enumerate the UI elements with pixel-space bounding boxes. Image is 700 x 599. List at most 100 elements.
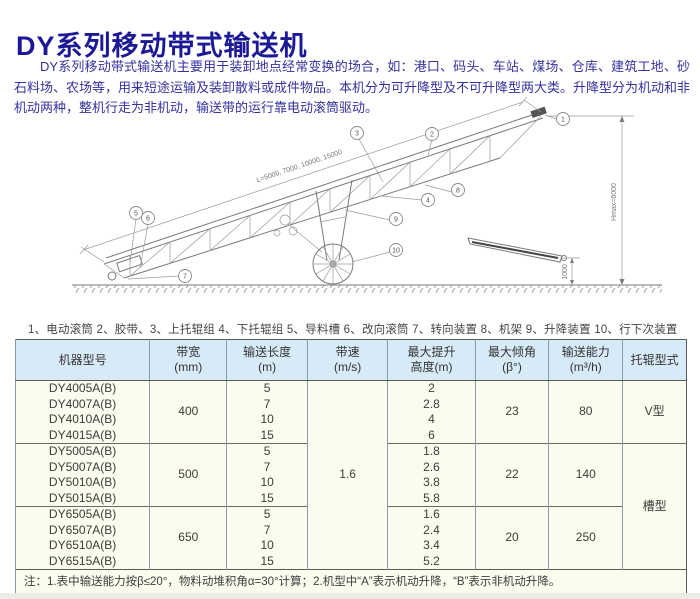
svg-text:3: 3 (355, 131, 359, 138)
cell-model: DY5007A(B) (14, 459, 150, 475)
table-row: DY6515A(B) 15 5.2 (14, 553, 687, 570)
lowered-conveyor-sketch: 1000 (467, 237, 580, 285)
cell-length: 15 (226, 553, 308, 570)
cell-lift-height: 1.6 (387, 506, 476, 523)
tail-pulley (107, 271, 117, 281)
cell-lift-height: 2.4 (387, 522, 476, 538)
head-pulley (530, 106, 547, 119)
header-capacity: 输送能力 (m³/h) (548, 339, 623, 381)
cell-model: DY5010A(B) (14, 475, 150, 491)
conveyor-diagram: L=5000, 7000, 10000, 15000 Hmax=6000 100… (72, 96, 662, 293)
cell-model: DY4015A(B) (14, 427, 150, 444)
table-row: DY5007A(B) 7 2.6 (14, 459, 687, 475)
cell-lift-height: 4 (387, 412, 476, 428)
callout-7: 7 (178, 269, 192, 283)
cell-model: DY4005A(B) (14, 380, 150, 397)
svg-text:5: 5 (134, 211, 138, 218)
table-row: DY4005A(B) 400 5 1.6 2 23 80 V型 (14, 380, 687, 570)
header-model: 机器型号 (14, 339, 150, 381)
page-title: DY系列移动带式输送机 (16, 31, 308, 62)
parts-caption: 1、电动滚筒 2、胶带、3、上托辊组 4、下托辊组 5、导料槽 6、改向滚筒 7… (28, 323, 678, 336)
cell-length: 7 (226, 522, 308, 538)
table-row: DY6505A(B) 650 5 1.6 20 250 (14, 506, 687, 570)
cell-length: 5 (226, 506, 308, 523)
spec-table: 机器型号 带宽 (mm) 输送长度 (m) 带速 (m/s) 最大提升 高度(m) 最大… (14, 339, 687, 596)
cell-belt-width: 650 (149, 506, 227, 570)
small-height-label: 1000 (562, 264, 569, 280)
cell-capacity: 80 (548, 380, 623, 444)
table-row: DY4007A(B) 7 2.8 (14, 396, 687, 412)
cell-model: DY6515A(B) (14, 553, 150, 570)
cell-belt-width: 400 (149, 380, 227, 444)
ground-hatch (72, 285, 662, 293)
conveyor-body (103, 106, 547, 281)
cell-length: 10 (226, 538, 308, 554)
header-roller-type: 托辊型式 (622, 339, 687, 381)
callout-10: 10 (389, 243, 403, 257)
cell-belt-width: 500 (149, 443, 227, 507)
intro-paragraph: DY系列移动带式输送机主要用于装卸地点经常变换的场合，如：港口、码头、车站、煤场… (14, 59, 691, 115)
cell-max-angle: 23 (474, 380, 549, 444)
cell-length: 5 (226, 380, 308, 397)
svg-text:4: 4 (426, 198, 430, 205)
cell-capacity: 250 (548, 506, 623, 570)
callout-9: 9 (389, 212, 403, 226)
callout-8: 8 (451, 183, 465, 197)
height-label: Hmax=6000 (611, 183, 618, 221)
cell-model: DY5015A(B) (14, 490, 150, 507)
callout-5: 5 (129, 206, 143, 220)
table-row: DY4015A(B) 15 6 (14, 427, 687, 444)
cell-lift-height: 5.8 (387, 490, 476, 507)
cell-lift-height: 2.8 (387, 396, 476, 412)
callout-4: 4 (421, 193, 435, 207)
table-header-row: 机器型号 带宽 (mm) 输送长度 (m) 带速 (m/s) 最大提升 高度(m) 最大… (14, 339, 687, 381)
header-length: 输送长度 (m) (226, 339, 308, 381)
cell-lift-height: 6 (387, 427, 476, 444)
cell-belt-speed: 1.6 (306, 380, 388, 570)
callout-3: 3 (350, 126, 364, 140)
cell-length: 15 (226, 490, 308, 507)
table-row: DY6507A(B) 7 2.4 (14, 522, 687, 538)
cell-length: 10 (226, 475, 308, 491)
cell-lift-height: 1.8 (387, 443, 476, 460)
page-bottom-strip (0, 593, 700, 599)
cell-length: 7 (226, 396, 308, 412)
cell-lift-height: 2 (387, 380, 476, 397)
callout-2: 2 (425, 127, 439, 141)
cell-length: 7 (226, 459, 308, 475)
cell-length: 15 (226, 427, 308, 444)
cell-roller-type: V型 (622, 380, 687, 444)
table-row: DY4010A(B) 10 4 (14, 412, 687, 428)
callout-6: 6 (141, 211, 155, 225)
table-row: DY5015A(B) 15 5.8 (14, 490, 687, 507)
cell-length: 10 (226, 412, 308, 428)
cell-capacity: 140 (548, 443, 623, 507)
svg-text:6: 6 (146, 216, 150, 223)
cell-lift-height: 3.8 (387, 475, 476, 491)
table-note-row: 注：1.表中输送能力按β≤20°，物料动堆积角α=30°计算；2.机型中“A”表… (15, 569, 687, 596)
header-max-angle: 最大倾角 (β°) (474, 339, 549, 381)
cell-max-angle: 20 (474, 506, 549, 570)
callout-leaders (127, 114, 558, 280)
svg-text:8: 8 (456, 188, 460, 195)
cell-lift-height: 3.4 (387, 538, 476, 554)
table-row: DY5005A(B) 500 5 1.8 22 140 槽型 (14, 443, 687, 570)
svg-text:9: 9 (394, 217, 398, 224)
cell-model: DY6510A(B) (14, 538, 150, 554)
cell-max-angle: 22 (474, 443, 549, 507)
length-dimension: L=5000, 7000, 10000, 15000 (79, 96, 542, 263)
cell-lift-height: 2.6 (387, 459, 476, 475)
svg-text:10: 10 (392, 248, 400, 255)
cell-lift-height: 5.2 (387, 553, 476, 570)
header-belt-width: 带宽 (mm) (149, 339, 227, 381)
cell-model: DY5005A(B) (14, 443, 150, 460)
cell-model: DY6507A(B) (14, 522, 150, 538)
cell-model: DY6505A(B) (14, 506, 150, 523)
cell-length: 5 (226, 443, 308, 460)
cell-model: DY4007A(B) (14, 396, 150, 412)
cell-model: DY4010A(B) (14, 412, 150, 428)
svg-text:2: 2 (430, 132, 434, 139)
height-dimension: Hmax=6000 (546, 115, 634, 285)
table-row: DY5010A(B) 10 3.8 (14, 475, 687, 491)
travel-wheel (312, 243, 354, 285)
